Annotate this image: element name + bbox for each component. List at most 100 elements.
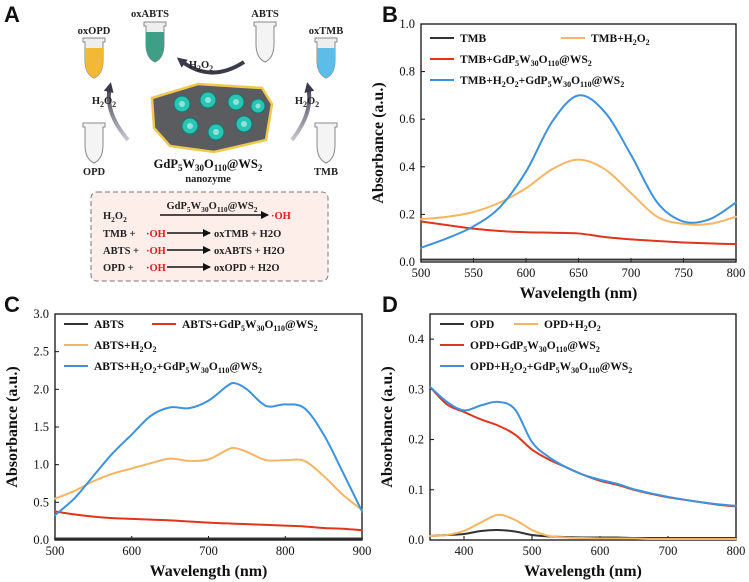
series-line-d-1 bbox=[429, 528, 737, 540]
reaction-left-3: ABTS + bbox=[103, 246, 139, 257]
arrow-tmb-to-oxtmb bbox=[290, 82, 315, 142]
y-tick-label: 0.6 bbox=[399, 112, 415, 126]
x-tick-label: 600 bbox=[591, 544, 610, 558]
plot-frame-d bbox=[429, 313, 737, 541]
reaction-row-2: TMB + ·OH oxTMB + H2O bbox=[103, 229, 281, 240]
y-tick-label: 0.1 bbox=[408, 483, 424, 497]
chart-panel-b: 500 550 600 650 700 750 800 0.0 0.2 0.4 0.6 0.8 1.0 W… bbox=[370, 17, 745, 302]
x-tick-label: 600 bbox=[517, 266, 536, 280]
reaction-product-1: ·OH bbox=[271, 211, 291, 222]
x-tick-label: 650 bbox=[569, 266, 588, 280]
series-line-d-2 bbox=[429, 513, 737, 541]
arrow-opd-to-oxopd bbox=[103, 82, 130, 142]
reaction-row-1: H2O2 GdP5W30O110@WS2 ·OH bbox=[103, 201, 291, 224]
y-tick-label: 0.4 bbox=[399, 160, 415, 174]
y-axis-label: Absorbance (a.u.) bbox=[4, 366, 21, 487]
y-axis-label: Absorbance (a.u.) bbox=[370, 82, 387, 203]
panel-a: A oxOPD oxABTS ABTS oxTMB OPD TMB bbox=[4, 2, 343, 282]
panel-letter-c: C bbox=[4, 292, 20, 317]
x-tick-label: 800 bbox=[727, 266, 746, 280]
legend-label: OPD+H2O2+GdP5W30O110@WS2 bbox=[470, 361, 632, 375]
y-tick-label: 0.3 bbox=[408, 382, 424, 396]
reaction-row-3: ABTS + ·OH oxABTS + H2O bbox=[103, 246, 285, 257]
tube-oxabts bbox=[143, 21, 167, 63]
series-line-b-2 bbox=[420, 158, 737, 226]
x-tick-label: 800 bbox=[727, 544, 746, 558]
series-line-d-4 bbox=[429, 385, 737, 507]
arrow-label-right: H2O2 bbox=[295, 96, 319, 109]
tube-tmb bbox=[314, 122, 338, 164]
x-tick-label: 750 bbox=[674, 266, 693, 280]
x-tick-label: 700 bbox=[659, 544, 678, 558]
x-axis-label: Wavelength (nm) bbox=[150, 563, 268, 580]
reaction-radical-2: ·OH bbox=[146, 229, 166, 240]
series-line-c-2 bbox=[54, 510, 363, 532]
tube-oxopd bbox=[82, 37, 106, 79]
x-tick-label: 900 bbox=[353, 544, 372, 558]
legend-label: OPD bbox=[470, 319, 494, 331]
x-tick-label: 700 bbox=[622, 266, 641, 280]
y-tick-label: 2.0 bbox=[33, 382, 49, 396]
y-tick-label: 0.2 bbox=[408, 433, 424, 447]
tube-label-opd: OPD bbox=[83, 167, 106, 178]
y-tick-label: 0.0 bbox=[399, 255, 415, 269]
y-tick-label: 0.5 bbox=[33, 495, 49, 509]
y-axis-label: Absorbance (a.u.) bbox=[379, 366, 396, 487]
x-tick-label: 500 bbox=[523, 544, 542, 558]
tube-label-abts: ABTS bbox=[251, 9, 279, 20]
chart-panel-d: 400 500 600 700 800 0.0 0.1 0.2 0.3 0.4 Wavelength… bbox=[379, 313, 746, 580]
y-tick-label: 3.0 bbox=[33, 307, 49, 321]
tube-label-oxabts: oxABTS bbox=[131, 9, 169, 20]
y-tick-label: 0.0 bbox=[33, 533, 49, 547]
arrow-abts-to-oxabts bbox=[176, 57, 246, 75]
nanozyme-formula: GdP5W30O110@WS2 bbox=[154, 157, 263, 173]
x-axis-label: Wavelength (nm) bbox=[520, 285, 638, 302]
arrow-label-left: H2O2 bbox=[92, 96, 116, 109]
series-line-b-3 bbox=[420, 220, 737, 246]
reaction-radical-4: ·OH bbox=[146, 263, 166, 274]
reaction-left-4: OPD + bbox=[103, 263, 134, 274]
legend-label: ABTS+H2O2+GdP5W30O110@WS2 bbox=[94, 361, 262, 375]
x-tick-label: 700 bbox=[199, 544, 218, 558]
y-tick-label: 0.0 bbox=[408, 533, 424, 547]
y-tick-label: 1.5 bbox=[33, 420, 49, 434]
x-tick-label: 400 bbox=[455, 544, 474, 558]
x-tick-label: 800 bbox=[276, 544, 295, 558]
legend-label: OPD+GdP5W30O110@WS2 bbox=[470, 340, 600, 354]
series-line-b-4 bbox=[420, 94, 737, 249]
y-tick-label: 0.8 bbox=[399, 65, 415, 79]
legend-label: OPD+H2O2 bbox=[544, 319, 601, 333]
nanozyme-word: nanozyme bbox=[185, 174, 231, 185]
panel-letter-a: A bbox=[4, 2, 20, 27]
y-tick-label: 0.2 bbox=[399, 207, 415, 221]
series-line-c-3 bbox=[54, 446, 363, 511]
arrow-label-top: H2O2 bbox=[189, 60, 213, 73]
legend-label: TMB+H2O2 bbox=[591, 33, 650, 47]
reaction-product-2: oxTMB + H2O bbox=[214, 229, 281, 240]
nanozyme-sheet-illustration bbox=[150, 82, 274, 154]
reaction-product-4: oxOPD + H2O bbox=[214, 263, 279, 274]
tube-label-tmb: TMB bbox=[314, 167, 338, 178]
legend-label: ABTS+H2O2 bbox=[94, 340, 157, 354]
svg-text:H2O2: H2O2 bbox=[103, 211, 127, 224]
legend-label: TMB+GdP5W30O110@WS2 bbox=[460, 54, 592, 68]
x-tick-label: 550 bbox=[464, 266, 483, 280]
tube-oxtmb bbox=[314, 37, 338, 79]
reaction-product-3: oxABTS + H2O bbox=[214, 246, 285, 257]
series-line-d-3 bbox=[429, 385, 737, 508]
y-tick-label: 2.5 bbox=[33, 345, 49, 359]
tube-abts bbox=[253, 21, 277, 63]
series-line-c-4 bbox=[54, 381, 363, 517]
reaction-radical-3: ·OH bbox=[146, 246, 166, 257]
svg-text:GdP5W30O110@WS2: GdP5W30O110@WS2 bbox=[166, 201, 257, 214]
legend-label: ABTS+GdP5W30O110@WS2 bbox=[182, 319, 318, 333]
legend-label: TMB bbox=[460, 33, 487, 45]
tube-opd bbox=[82, 122, 106, 164]
x-tick-label: 500 bbox=[46, 544, 65, 558]
chart-panel-c: 500 600 700 800 900 0.0 0.5 1.0 1.5 2.0 2.5 3.0 Wave… bbox=[4, 307, 371, 580]
tube-label-oxtmb: oxTMB bbox=[309, 26, 343, 37]
panel-letter-b: B bbox=[382, 2, 398, 27]
y-tick-label: 1.0 bbox=[33, 458, 49, 472]
reaction-row-4: OPD + ·OH oxOPD + H2O bbox=[103, 263, 279, 274]
